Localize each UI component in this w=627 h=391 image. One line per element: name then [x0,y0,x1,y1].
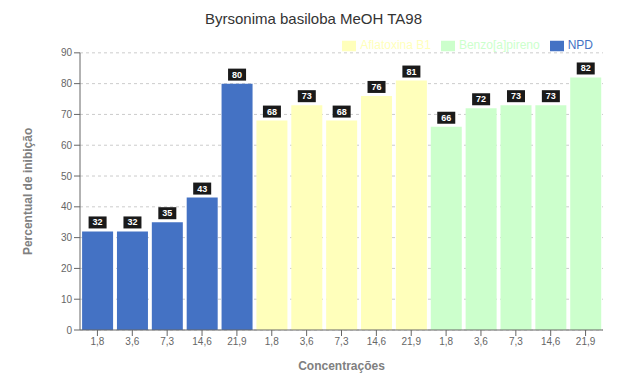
svg-text:72: 72 [476,94,486,104]
html-text:Aflatoxina B1: Aflatoxina B1 [360,38,431,52]
svg-text:21,9: 21,9 [227,336,247,347]
svg-text:82: 82 [581,63,591,73]
svg-text:1,8: 1,8 [265,336,279,347]
svg-text:40: 40 [61,201,73,212]
svg-text:14,6: 14,6 [192,336,212,347]
svg-text:32: 32 [127,217,137,227]
svg-text:80: 80 [232,70,242,80]
svg-text:1,8: 1,8 [439,336,453,347]
svg-text:Percentual de inibição: Percentual de inibição [21,128,35,255]
html-text:Benzo[a]pireno: Benzo[a]pireno [458,38,540,52]
svg-text:35: 35 [162,208,172,218]
svg-text:90: 90 [61,47,73,58]
svg-text:10: 10 [61,294,73,305]
svg-text:68: 68 [337,107,347,117]
svg-text:7,3: 7,3 [335,336,349,347]
svg-text:7,3: 7,3 [160,336,174,347]
svg-text:21,9: 21,9 [576,336,596,347]
svg-text:73: 73 [511,91,521,101]
svg-text:73: 73 [546,91,556,101]
svg-text:60: 60 [61,140,73,151]
svg-text:3,6: 3,6 [474,336,488,347]
svg-text:50: 50 [61,171,73,182]
svg-text:14,6: 14,6 [541,336,561,347]
svg-text:0: 0 [66,325,72,336]
html-text:Byrsonima basiloba MeOH TA98: Byrsonima basiloba MeOH TA98 [205,10,422,27]
svg-text:Concentrações: Concentrações [298,359,385,373]
svg-text:80: 80 [61,78,73,89]
svg-text:21,9: 21,9 [401,336,421,347]
svg-text:20: 20 [61,263,73,274]
svg-text:3,6: 3,6 [300,336,314,347]
svg-text:73: 73 [302,91,312,101]
svg-text:43: 43 [197,184,207,194]
svg-text:68: 68 [267,107,277,117]
svg-text:1,8: 1,8 [90,336,104,347]
svg-text:32: 32 [93,217,103,227]
svg-text:66: 66 [441,113,451,123]
svg-text:81: 81 [406,67,416,77]
svg-text:14,6: 14,6 [367,336,387,347]
svg-text:3,6: 3,6 [125,336,139,347]
svg-text:70: 70 [61,109,73,120]
svg-text:7,3: 7,3 [509,336,523,347]
svg-text:76: 76 [372,82,382,92]
html-text:NPD: NPD [567,38,593,52]
svg-text:30: 30 [61,232,73,243]
